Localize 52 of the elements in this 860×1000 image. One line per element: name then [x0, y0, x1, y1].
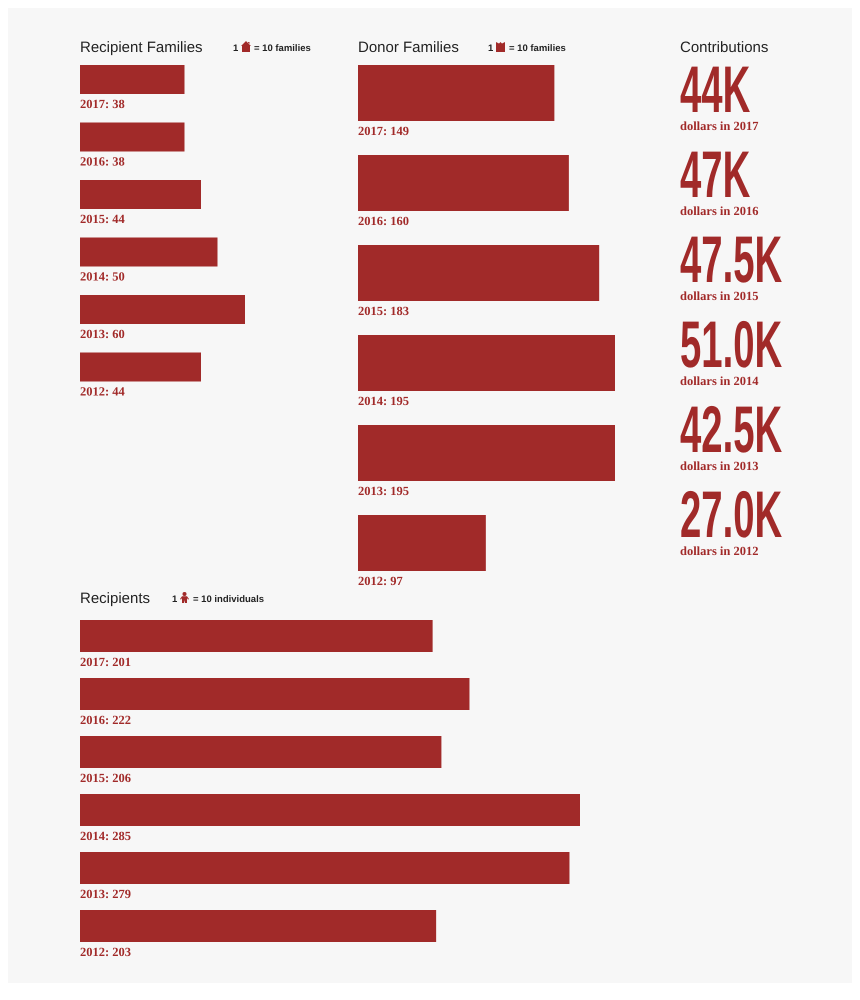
- text: dollars in 2017: [680, 119, 758, 133]
- data-label: 2017: 201: [80, 655, 132, 669]
- data-label: 2017: 38: [80, 97, 125, 111]
- data-label: 2012: 44: [80, 384, 126, 398]
- data-label: 2016: 160: [358, 214, 410, 228]
- data-label: 2014: 285: [80, 829, 132, 843]
- bar: [358, 515, 486, 571]
- bar: [80, 122, 184, 152]
- bar: [80, 65, 184, 94]
- bar: [80, 180, 201, 209]
- bar: [80, 238, 218, 266]
- data-label: 2013: 195: [358, 484, 410, 498]
- data-label: 2014: 50: [80, 270, 125, 284]
- text: = 10 families: [254, 43, 311, 54]
- text: dollars in 2013: [680, 459, 758, 473]
- annotation: = 10 families: [509, 43, 566, 54]
- bar: [80, 678, 470, 710]
- data-label: 2017: 149: [358, 124, 410, 138]
- chart-title: Donor Families: [358, 39, 459, 56]
- text: dollars in 2012: [680, 544, 758, 558]
- text: dollars in 2015: [680, 289, 758, 303]
- bar: [358, 65, 554, 121]
- text: 1: [172, 594, 178, 605]
- text: Contributions: [680, 39, 768, 56]
- bar: [80, 794, 580, 826]
- bar: [358, 155, 569, 211]
- data-label: 2015: 206: [80, 771, 132, 785]
- bar: [358, 425, 615, 481]
- text: = 10 individuals: [193, 594, 264, 605]
- chart-title: Recipient Families: [80, 39, 203, 56]
- data-label: 2014: 195: [358, 394, 410, 408]
- text: dollars in 2016: [680, 204, 758, 218]
- bar: [80, 852, 570, 884]
- bar: [80, 910, 436, 942]
- bar: [358, 245, 600, 301]
- data-label: 2012: 203: [80, 945, 132, 959]
- data-label: 2016: 38: [80, 154, 125, 168]
- bar: [80, 352, 201, 382]
- chart-title: Recipients: [80, 590, 150, 607]
- data-label: 2015: 183: [358, 304, 410, 318]
- data-label: 2016: 222: [80, 713, 132, 727]
- data-label: 2013: 60: [80, 327, 125, 341]
- annotation: 1: [488, 43, 494, 54]
- data-label: 2013: 279: [80, 887, 132, 901]
- text: dollars in 2014: [680, 374, 760, 388]
- data-label: 2012: 97: [358, 574, 403, 588]
- bar: [80, 736, 442, 768]
- data-label: 2015: 44: [80, 212, 126, 226]
- annotation: 1: [233, 43, 239, 54]
- bar: [80, 620, 433, 652]
- bar: [358, 335, 615, 391]
- bar: [80, 295, 245, 324]
